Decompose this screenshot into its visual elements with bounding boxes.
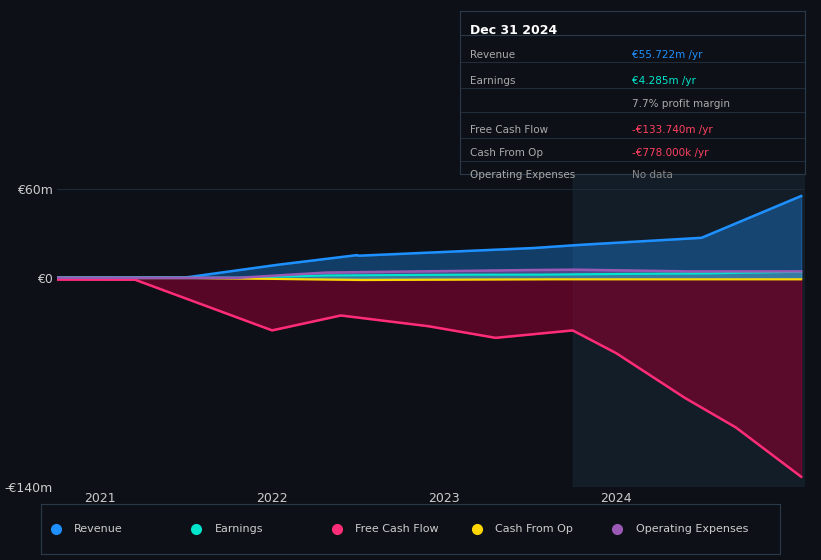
Text: €4.285m /yr: €4.285m /yr [632, 76, 696, 86]
Text: -€778.000k /yr: -€778.000k /yr [632, 148, 709, 157]
Text: Free Cash Flow: Free Cash Flow [470, 125, 548, 135]
Text: -€133.740m /yr: -€133.740m /yr [632, 125, 713, 135]
Text: 7.7% profit margin: 7.7% profit margin [632, 99, 730, 109]
Bar [573, 174, 805, 487]
Text: Revenue: Revenue [470, 50, 516, 60]
Text: Free Cash Flow: Free Cash Flow [355, 524, 438, 534]
Text: Cash From Op: Cash From Op [470, 148, 544, 157]
Text: Revenue: Revenue [75, 524, 123, 534]
Text: Operating Expenses: Operating Expenses [470, 170, 576, 180]
Text: €55.722m /yr: €55.722m /yr [632, 50, 703, 60]
Text: Operating Expenses: Operating Expenses [636, 524, 748, 534]
Text: No data: No data [632, 170, 673, 180]
Text: Dec 31 2024: Dec 31 2024 [470, 24, 557, 37]
Text: Cash From Op: Cash From Op [496, 524, 573, 534]
Text: Earnings: Earnings [470, 76, 516, 86]
Text: Earnings: Earnings [215, 524, 264, 534]
